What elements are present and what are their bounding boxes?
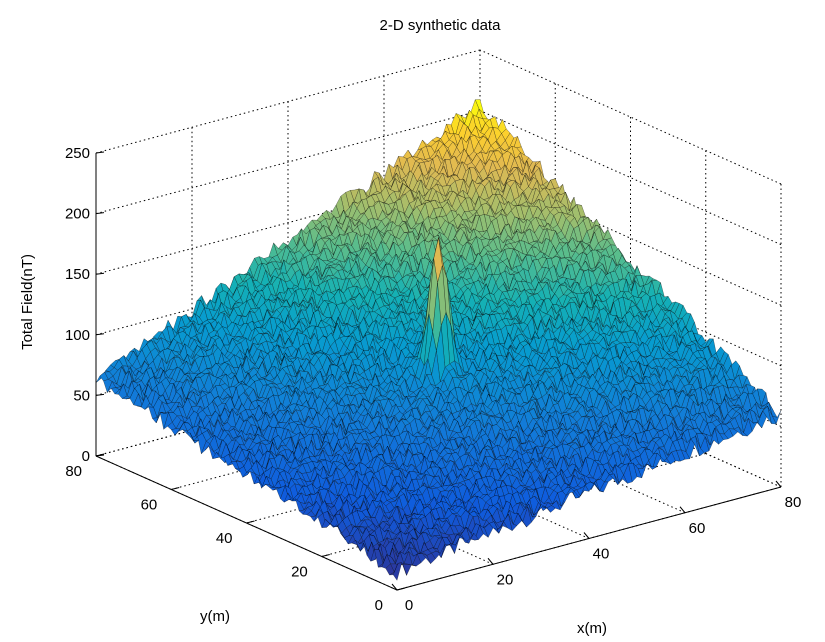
surface-mesh bbox=[95, 99, 782, 581]
gridline-z-back bbox=[95, 110, 481, 215]
gridline-z-back bbox=[95, 170, 481, 275]
chart-title: 2-D synthetic data bbox=[380, 17, 502, 34]
gridline-z-side bbox=[479, 110, 782, 246]
gridline-z-side bbox=[479, 49, 782, 185]
